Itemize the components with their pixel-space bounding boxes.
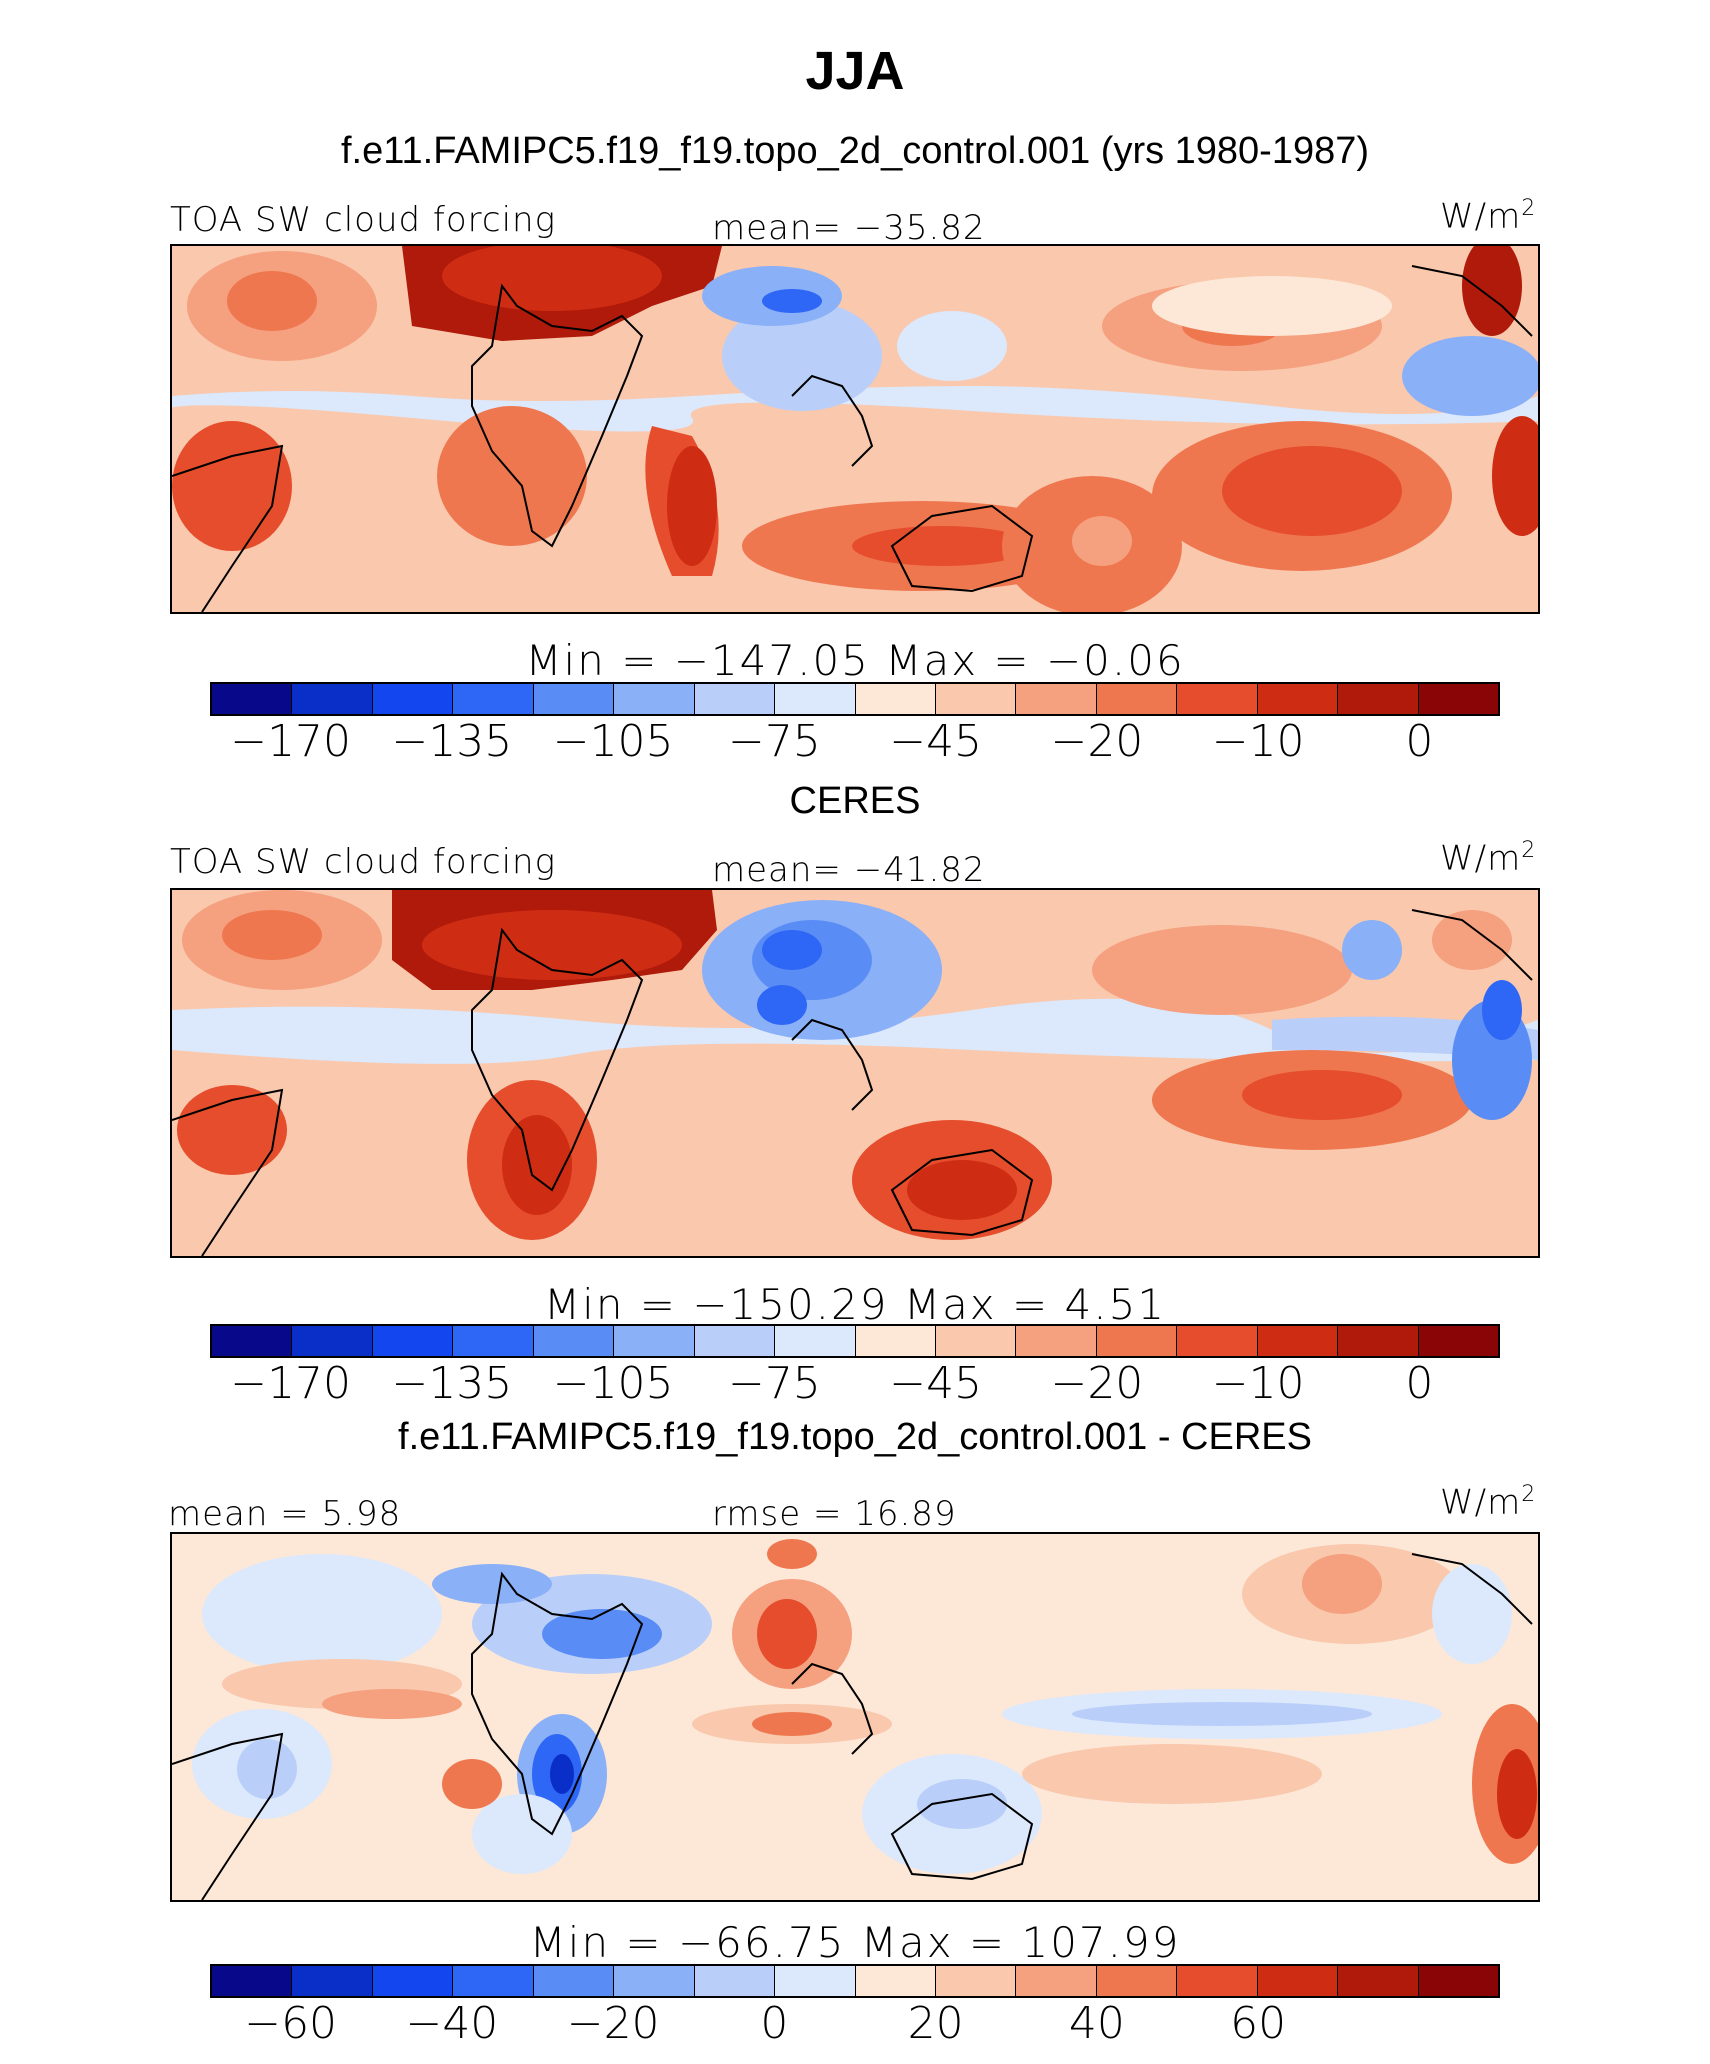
colorbar-swatch [453,684,534,714]
colorbar-tick-label: −60 [244,1998,338,2049]
colorbar-swatch [694,1966,776,1996]
colorbar-tick-label: −75 [727,1358,821,1409]
colorbar-tick-label: −135 [391,716,513,767]
figure-title: JJA [805,41,905,101]
panel-3-title: f.e11.FAMIPC5.f19_f19.topo_2d_control.00… [398,1416,1312,1458]
colorbar-swatch [1338,1326,1419,1356]
colorbar-swatch [935,684,1017,714]
colorbar-swatch [292,1326,373,1356]
colorbar-swatch [935,1966,1017,1996]
colorbar-swatch [614,684,695,714]
colorbar-tick-label: −20 [566,1998,660,2049]
panel-1-variable-label: TOA SW cloud forcing [170,200,556,240]
colorbar-swatch [212,684,293,714]
colorbar-swatch [1016,1966,1097,1996]
colorbar-swatch [212,1326,293,1356]
panel-1-title: f.e11.FAMIPC5.f19_f19.topo_2d_control.00… [340,130,1370,172]
colorbar-swatch [775,1966,856,1996]
colorbar-tick-label: −40 [405,1998,499,2049]
panel-3-colorbar-ticks: −60 −40 −20 0 20 40 60 [210,1998,1500,2049]
colorbar-swatch [1418,1326,1498,1356]
colorbar-tick-label: −20 [1050,716,1144,767]
colorbar-tick-label: −105 [552,716,674,767]
colorbar-swatch [292,1966,373,1996]
panel-3-min-max: Min = −66.75 Max = 107.99 [529,1918,1181,1967]
panel-1-colorbar [210,682,1500,716]
colorbar-swatch [1257,1966,1339,1996]
colorbar-swatch [855,684,936,714]
colorbar-tick-label: −135 [391,1358,513,1409]
colorbar-tick-label: −170 [230,716,352,767]
colorbar-tick-label: −105 [552,1358,674,1409]
panel-2-min-max: Min = −150.29 Max = 4.51 [543,1280,1167,1329]
colorbar-swatch [372,1966,454,1996]
colorbar-swatch [1096,1966,1178,1996]
colorbar-swatch [935,1326,1017,1356]
colorbar-tick-label: 40 [1068,1998,1125,2049]
colorbar-tick-label: −45 [889,1358,983,1409]
colorbar-tick-label: −10 [1211,1358,1305,1409]
colorbar-swatch [614,1966,695,1996]
panel-3-rmse-label: rmse = 16.89 [712,1494,957,1534]
colorbar-swatch [1096,1326,1178,1356]
panel-2-map [170,888,1540,1258]
panel-3-mean-label: mean = 5.98 [168,1494,402,1534]
colorbar-swatch [1177,1966,1258,1996]
panel-1-map [170,244,1540,614]
colorbar-swatch [855,1966,936,1996]
colorbar-tick-label: 0 [1405,1358,1434,1409]
colorbar-tick-label: 0 [1405,716,1434,767]
panel-3-units: W/m2 [1440,1482,1537,1523]
colorbar-tick-label: 20 [907,1998,964,2049]
colorbar-swatch [855,1326,936,1356]
colorbar-swatch [212,1966,293,1996]
colorbar-swatch [1016,1326,1097,1356]
colorbar-swatch [533,1326,615,1356]
panel-1-units: W/m2 [1440,196,1537,237]
colorbar-swatch [372,684,454,714]
panel-2-colorbar [210,1324,1500,1358]
panel-1-min-max: Min = −147.05 Max = −0.06 [525,636,1185,685]
panel-3-colorbar [210,1964,1500,1998]
colorbar-tick-label: −45 [889,716,983,767]
panel-2-colorbar-ticks: −170 −135 −105 −75 −45 −20 −10 0 [210,1358,1500,1409]
colorbar-swatch [694,684,776,714]
panel-2-variable-label: TOA SW cloud forcing [170,842,556,882]
colorbar-swatch [1418,684,1498,714]
colorbar-swatch [1096,684,1178,714]
colorbar-swatch [1338,684,1419,714]
panel-2-mean-label: mean= −41.82 [712,850,986,890]
panel-1-mean-label: mean= −35.82 [712,208,986,248]
colorbar-tick-label: −10 [1211,716,1305,767]
panel-2-units: W/m2 [1440,838,1537,879]
colorbar-swatch [1177,684,1258,714]
colorbar-swatch [453,1326,534,1356]
colorbar-tick-label: −170 [230,1358,352,1409]
colorbar-swatch [1338,1966,1419,1996]
colorbar-swatch [694,1326,776,1356]
colorbar-swatch [1177,1326,1258,1356]
colorbar-swatch [614,1326,695,1356]
colorbar-tick-label: 0 [760,1998,789,2049]
panel-2-title: CERES [789,780,921,822]
panel-3-map [170,1532,1540,1902]
colorbar-swatch [533,1966,615,1996]
colorbar-tick-label: 60 [1230,1998,1287,2049]
colorbar-tick-label: −75 [727,716,821,767]
colorbar-swatch [1257,1326,1339,1356]
colorbar-swatch [453,1966,534,1996]
colorbar-swatch [533,684,615,714]
colorbar-tick-label: −20 [1050,1358,1144,1409]
colorbar-swatch [1418,1966,1498,1996]
colorbar-swatch [1257,684,1339,714]
panel-1-colorbar-ticks: −170 −135 −105 −75 −45 −20 −10 0 [210,716,1500,767]
colorbar-swatch [1016,684,1097,714]
colorbar-swatch [292,684,373,714]
colorbar-swatch [372,1326,454,1356]
colorbar-swatch [775,684,856,714]
colorbar-swatch [775,1326,856,1356]
